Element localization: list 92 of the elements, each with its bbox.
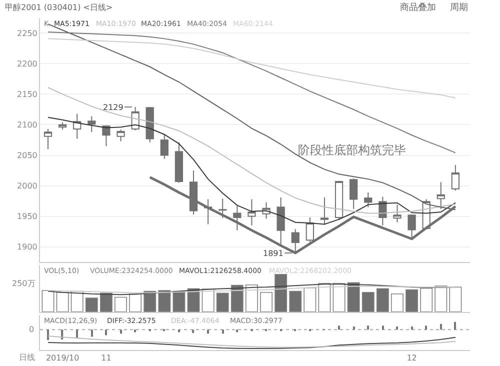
- y-tick-label: 2000: [17, 182, 38, 191]
- bar: [274, 274, 288, 312]
- bar: [449, 286, 462, 312]
- candlestick: [73, 113, 82, 140]
- bar: [202, 288, 214, 312]
- bar: [134, 330, 136, 332]
- bar: [192, 330, 194, 334]
- y-tick-label: 2050: [17, 151, 38, 160]
- bar: [304, 287, 316, 312]
- y-tick-label: 2250: [17, 28, 38, 38]
- candlestick: [306, 217, 314, 242]
- bar: [425, 326, 427, 330]
- candlestick: [116, 129, 125, 142]
- candlestick: [393, 204, 402, 223]
- y-tick-label: 1900: [17, 242, 38, 252]
- line-series: [48, 87, 456, 214]
- candlestick: [320, 196, 329, 225]
- bar: [76, 330, 78, 338]
- line-series: [48, 38, 456, 98]
- annotation: 1891: [263, 249, 284, 258]
- bar: [391, 293, 404, 312]
- bar: [246, 284, 258, 312]
- x-tick-label: 12: [406, 353, 417, 362]
- bar: [454, 322, 456, 330]
- bar: [114, 296, 127, 312]
- y-tick-label: 2100: [17, 120, 38, 130]
- bar: [420, 288, 433, 312]
- bar: [411, 326, 413, 330]
- candlestick: [334, 180, 344, 220]
- bar: [70, 290, 84, 312]
- text: 250万: [12, 279, 36, 288]
- bar: [347, 282, 360, 312]
- candlestick: [233, 205, 242, 231]
- bar: [85, 298, 98, 312]
- bar: [178, 330, 180, 332]
- x-tick-label: 2019/10: [46, 353, 80, 362]
- bar: [42, 290, 54, 312]
- bar: [434, 286, 448, 312]
- y-tick-label: 2150: [17, 90, 38, 100]
- bar: [56, 292, 69, 312]
- bar: [382, 326, 384, 330]
- candlestick: [58, 122, 67, 130]
- bar: [353, 326, 355, 330]
- candlestick: [146, 106, 154, 143]
- candlestick: [364, 192, 372, 208]
- bar: [406, 289, 418, 312]
- bar: [332, 282, 346, 312]
- text: 周期: [450, 2, 468, 13]
- text: 商品叠加: [400, 2, 436, 13]
- bar: [440, 324, 442, 330]
- bar: [91, 330, 93, 337]
- y-tick-label: 1950: [17, 212, 38, 222]
- candlestick: [204, 198, 212, 225]
- bar: [376, 288, 389, 312]
- bar: [367, 326, 369, 330]
- bar: [100, 292, 112, 312]
- chart-title: 甲醇2001 (030401) <日线>: [5, 3, 113, 12]
- candlestick: [276, 196, 285, 246]
- candlestick: [218, 198, 227, 219]
- x-tick-label: 11: [101, 353, 112, 362]
- bar: [338, 326, 340, 330]
- bar: [396, 326, 398, 330]
- bar: [260, 292, 272, 312]
- bar: [47, 330, 49, 340]
- bar: [216, 292, 229, 312]
- candlestick: [451, 164, 460, 192]
- candlestick: [436, 182, 445, 210]
- candlestick: [88, 116, 96, 133]
- candlestick: [350, 178, 358, 210]
- y-tick-label: 2200: [17, 60, 38, 69]
- bar: [105, 330, 107, 336]
- text: 日线: [19, 353, 35, 362]
- bar: [144, 290, 156, 312]
- bar: [236, 330, 238, 332]
- annotation: 2129: [103, 103, 124, 112]
- bar: [207, 330, 209, 334]
- bar: [120, 330, 122, 334]
- candlestick: [174, 142, 184, 184]
- candlestick: [160, 133, 168, 160]
- candlestick: [408, 214, 416, 240]
- ref-line-label: 0: [29, 325, 34, 334]
- bar: [230, 284, 244, 312]
- bar: [289, 290, 302, 312]
- line-series: [48, 116, 456, 225]
- annotation: 阶段性底部构筑完毕: [298, 143, 406, 157]
- candlestick: [248, 198, 256, 226]
- candlestick: [102, 124, 110, 147]
- bar: [222, 330, 224, 334]
- bar: [362, 292, 374, 312]
- bar: [129, 293, 142, 312]
- candlestick: [44, 128, 52, 150]
- bar: [158, 290, 171, 312]
